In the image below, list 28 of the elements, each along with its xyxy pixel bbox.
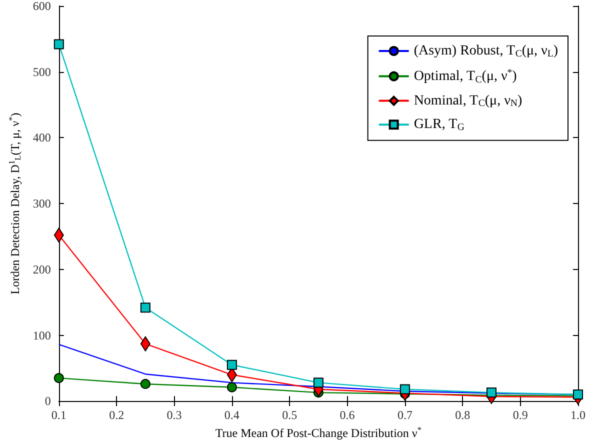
point (140, 302, 150, 313)
y-tick-label: 200 (32, 262, 51, 276)
x-tick-label: 0.2 (109, 408, 124, 422)
point (400, 384, 410, 394)
y-tick-label: 100 (32, 328, 51, 342)
x-tick-label: 0.1 (51, 408, 66, 422)
point (486, 388, 496, 398)
y-tick-label: 500 (32, 64, 51, 79)
x-tick-label: 1.0 (570, 408, 586, 422)
point (313, 378, 324, 388)
point (226, 360, 237, 370)
x-tick-label: 0.6 (340, 408, 355, 422)
x-tick-label: 0.3 (166, 408, 182, 422)
x-axis-title: True Mean Of Post-Change Distribution ν* (215, 426, 422, 440)
point (54, 373, 64, 384)
x-tick-label: 0.9 (512, 408, 528, 422)
y-tick-label: 400 (32, 130, 51, 145)
y-axis-title: Lorden Detection Delay, D1L(T, μ, ν*) (8, 112, 22, 294)
x-tick-label: 0.8 (455, 408, 470, 422)
y-tick-label: 600 (32, 0, 51, 13)
point (54, 39, 64, 50)
point (226, 382, 237, 392)
x-tick-label: 0.7 (397, 408, 412, 422)
y-tick-label: 0 (44, 394, 51, 408)
y-tick-label: 300 (32, 196, 51, 211)
x-tick-label: 0.5 (282, 408, 298, 422)
point (140, 378, 150, 389)
x-tick-label: 0.4 (224, 408, 240, 422)
